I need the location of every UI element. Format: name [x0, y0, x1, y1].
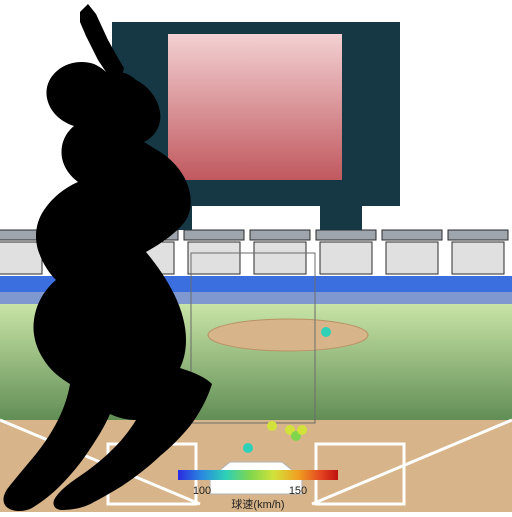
- scoreboard-screen: [168, 34, 342, 180]
- colorbar-tick: 150: [289, 485, 307, 497]
- scoreboard-leg: [320, 206, 362, 230]
- pitch-marker: [297, 425, 307, 435]
- pitch-location-chart: 100 150 球速(km/h): [0, 0, 512, 512]
- pitch-marker: [321, 327, 331, 337]
- pitch-marker: [243, 443, 253, 453]
- pitch-marker: [267, 421, 277, 431]
- colorbar-label: 球速(km/h): [231, 497, 284, 511]
- colorbar: [178, 470, 338, 480]
- colorbar-tick: 100: [193, 485, 211, 497]
- pitchers-mound: [208, 319, 368, 351]
